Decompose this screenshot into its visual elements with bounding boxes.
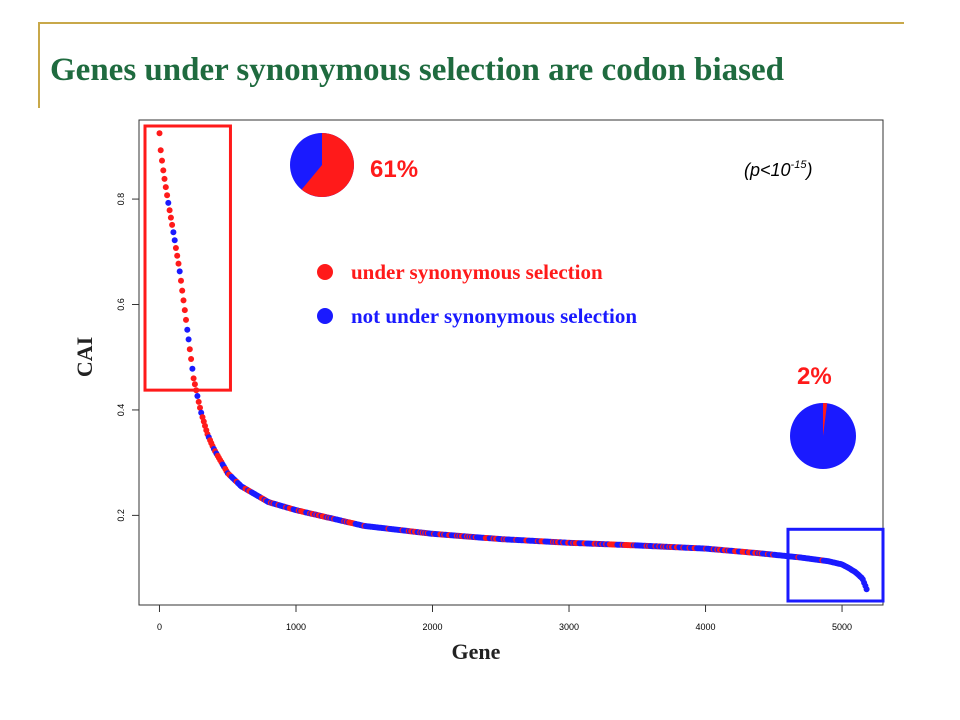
data-point [166, 207, 173, 214]
highlight-box-bottom [786, 527, 885, 603]
data-point [186, 346, 193, 353]
y-axis: 0.2 0.4 0.6 0.8 [116, 193, 139, 522]
decorative-left-line [38, 22, 40, 108]
legend-marker-selected [317, 264, 333, 280]
data-point [176, 268, 183, 275]
p-value-prefix: (p<10 [744, 160, 791, 180]
highlight-boxes [143, 124, 885, 603]
y-tick-label-0.2: 0.2 [116, 509, 126, 522]
x-tick-label-2000: 2000 [422, 622, 442, 632]
plot-frame [138, 119, 884, 606]
data-point [184, 326, 191, 333]
data-point [161, 175, 168, 182]
legend-label-not-selected: not under synonymous selection [351, 304, 637, 328]
slide-title: Genes under synonymous selection are cod… [50, 52, 785, 88]
x-tick-label-4000: 4000 [696, 622, 716, 632]
data-point [162, 184, 169, 191]
data-point [181, 307, 188, 314]
data-point [185, 336, 192, 343]
data-point [190, 375, 197, 382]
y-tick-label-0.4: 0.4 [116, 404, 126, 417]
data-point [180, 297, 187, 304]
y-tick-label-0.8: 0.8 [116, 193, 126, 206]
legend: under synonymous selection not under syn… [317, 260, 637, 328]
data-point [197, 404, 203, 411]
x-tick-label-5000: 5000 [832, 622, 852, 632]
data-point [188, 356, 195, 362]
x-tick-label-1000: 1000 [286, 622, 306, 632]
data-point [195, 398, 202, 405]
top-percent-label: 61% [370, 156, 418, 183]
data-points [156, 130, 870, 593]
data-point [171, 237, 178, 244]
pie-bottom-slice-selected [823, 403, 828, 436]
highlight-box-top [143, 124, 232, 392]
data-point [174, 252, 181, 259]
x-tick-label-0: 0 [157, 622, 162, 632]
legend-label-selected: under synonymous selection [351, 260, 603, 284]
x-axis-title: Gene [452, 639, 501, 664]
y-axis-title: CAI [72, 337, 97, 377]
data-point [167, 214, 174, 221]
y-tick-label-0.6: 0.6 [116, 298, 126, 311]
data-point [164, 192, 171, 199]
p-value-suffix: ) [804, 160, 812, 180]
legend-marker-not-selected [317, 308, 333, 324]
data-point [169, 221, 176, 228]
p-value-exponent: -15 [791, 159, 808, 171]
data-point [178, 277, 184, 284]
data-point [175, 260, 182, 267]
pie-top-slice-selected [301, 133, 354, 198]
data-point [160, 167, 167, 174]
data-point [159, 157, 165, 164]
data-point [156, 130, 163, 137]
data-point [165, 199, 172, 206]
data-point [194, 393, 201, 399]
data-point [179, 287, 186, 294]
x-tick-label-3000: 3000 [559, 622, 579, 632]
data-point [170, 229, 177, 236]
data-point [157, 147, 164, 154]
data-point [183, 316, 189, 323]
pie-chart-top [290, 133, 354, 198]
p-value-annotation: (p<10-15) [744, 159, 812, 180]
data-point [189, 365, 196, 372]
bottom-percent-label: 2% [797, 363, 832, 390]
decorative-top-line [40, 22, 904, 24]
x-axis: 0 1000 2000 3000 4000 5000 [157, 605, 852, 632]
data-point [172, 245, 179, 251]
pie-chart-bottom [790, 403, 856, 469]
data-point [191, 381, 198, 388]
data-point [863, 586, 870, 593]
